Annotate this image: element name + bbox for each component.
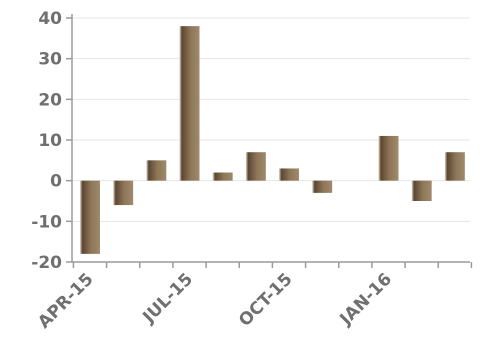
bar-nov-15 xyxy=(312,180,333,193)
y-tick-label: 20 xyxy=(38,90,62,110)
bar-mar-16 xyxy=(444,152,465,181)
bar-jan-16 xyxy=(378,135,399,181)
bar-aug-15 xyxy=(212,172,233,181)
x-tick-label: OCT-15 xyxy=(235,269,296,330)
y-tick-label: 0 xyxy=(50,172,62,192)
bar-sep-15 xyxy=(245,152,266,181)
grid-lines xyxy=(72,17,470,263)
tick-labels: -20 -10 0 10 20 30 40 APR-15 JUL-15 OCT-15 JAN-16 xyxy=(31,9,396,333)
bar-apr-15 xyxy=(80,180,100,254)
x-tick-label: APR-15 xyxy=(34,269,97,332)
y-tick-label: 30 xyxy=(38,50,62,70)
bar-jun-15 xyxy=(146,160,167,181)
y-tick-label: -10 xyxy=(31,212,62,232)
x-tick-label: JAN-16 xyxy=(336,269,396,329)
bar-jul-15 xyxy=(179,26,200,181)
y-tick-label: 40 xyxy=(38,9,62,29)
bar-may-15 xyxy=(113,180,134,206)
y-tick-label: 10 xyxy=(38,131,62,151)
bar-feb-16 xyxy=(411,180,432,201)
bars xyxy=(80,26,465,254)
x-tick-label: JUL-15 xyxy=(139,269,197,327)
bar-oct-15 xyxy=(279,168,299,181)
y-tick-label: -20 xyxy=(31,253,62,273)
axes xyxy=(66,14,473,268)
